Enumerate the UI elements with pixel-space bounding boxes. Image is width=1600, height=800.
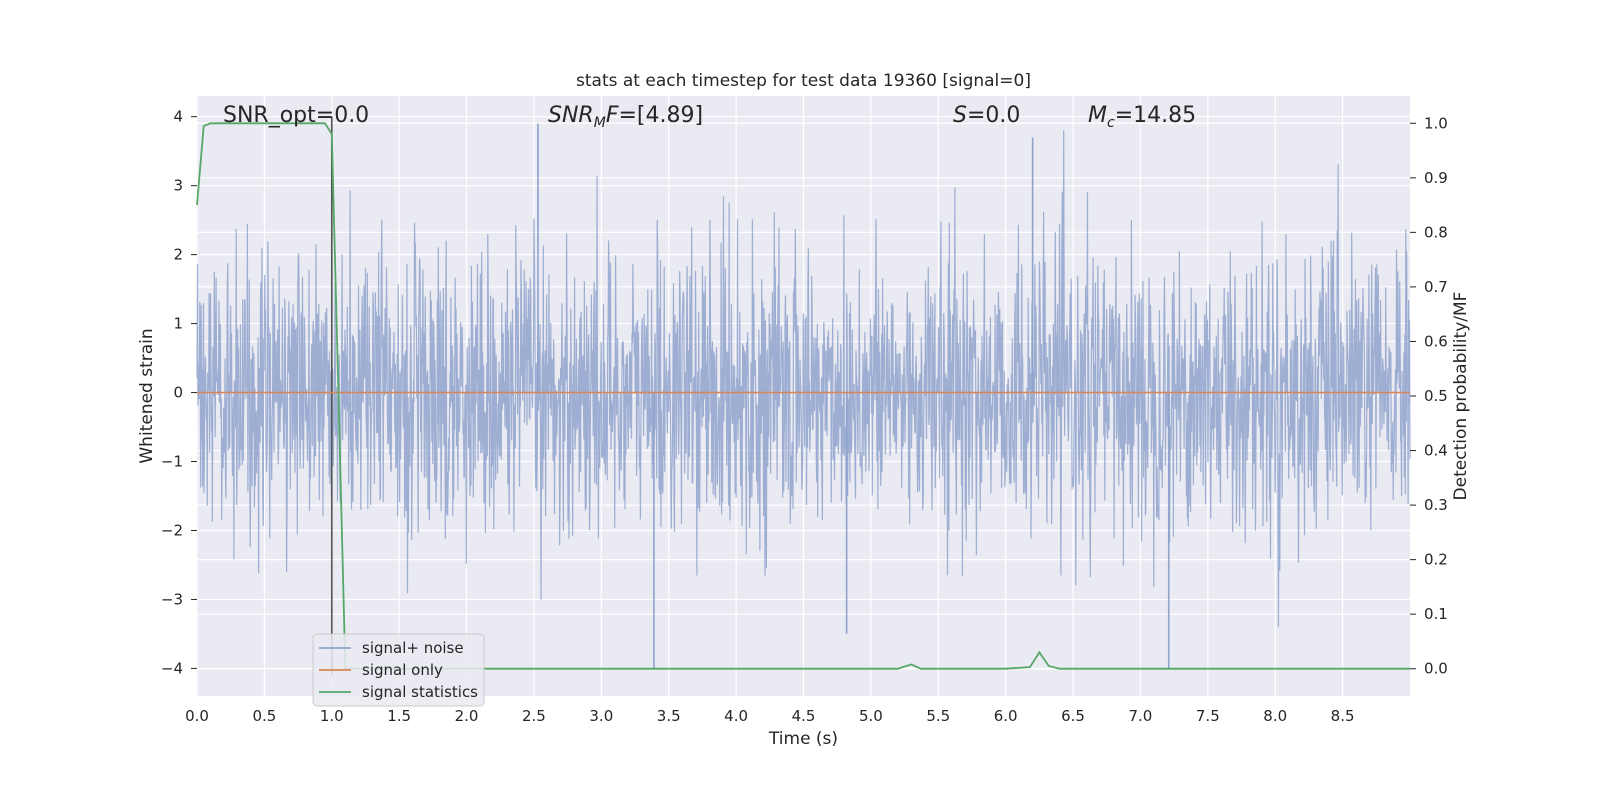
y2-tick-label: 0.3 (1424, 496, 1448, 514)
x-tick-label: 0.5 (252, 707, 276, 725)
x-tick-label: 2.0 (455, 707, 479, 725)
y2-tick-label: 0.1 (1424, 605, 1448, 623)
y2-tick-label: 0.6 (1424, 332, 1448, 350)
x-tick-label: 4.0 (724, 707, 748, 725)
x-tick-label: 4.5 (792, 707, 816, 725)
x-tick-label: 5.0 (859, 707, 883, 725)
y-tick-label: −3 (161, 590, 183, 608)
x-tick-label: 1.0 (320, 707, 344, 725)
annotation-snr-opt: SNR_opt=0.0 (223, 103, 369, 128)
y2-tick-label: 0.4 (1424, 442, 1448, 460)
annotation-s: S=0.0 (953, 103, 1020, 128)
y2-tick-label: 0.7 (1424, 278, 1448, 296)
annotations: SNR_opt=0.0 SNRMF=[4.89] S=0.0 Mc=14.85 (223, 103, 1196, 131)
y-tick-label: −4 (161, 659, 183, 677)
x-axis-label: Time (s) (768, 729, 838, 749)
legend-box (312, 633, 485, 707)
y-tick-label: 2 (173, 246, 183, 264)
x-tick-label: 5.5 (926, 707, 950, 725)
x-tick-label: 7.0 (1129, 707, 1153, 725)
y2-tick-label: 0.9 (1424, 169, 1448, 187)
x-tick-label: 3.0 (589, 707, 613, 725)
legend-label: signal only (362, 661, 443, 679)
y-axis-label: Whitened strain (137, 328, 157, 463)
x-tick-label: 8.5 (1331, 707, 1355, 725)
chart-title: stats at each timestep for test data 193… (576, 71, 1031, 91)
x-tick-label: 3.5 (657, 707, 681, 725)
y2-axis-label: Detection probability/MF (1451, 292, 1471, 501)
y-tick-label: −1 (161, 453, 183, 471)
legend-label: signal+ noise (362, 639, 464, 657)
y2-tick-label: 0.0 (1424, 660, 1448, 678)
annotation-mc: Mc=14.85 (1088, 103, 1196, 131)
y2-tick-label: 0.5 (1424, 387, 1448, 405)
x-tick-label: 1.5 (387, 707, 411, 725)
y2-tick-label: 1.0 (1424, 114, 1448, 132)
y-tick-label: −2 (161, 521, 183, 539)
y-tick-label: 4 (173, 108, 183, 126)
y2-tick-label: 0.2 (1424, 551, 1448, 569)
y-tick-label: 0 (173, 384, 183, 402)
x-tick-label: 0.0 (185, 707, 209, 725)
x-tick-label: 2.5 (522, 707, 546, 725)
x-tick-label: 6.5 (1061, 707, 1085, 725)
x-tick-label: 8.0 (1263, 707, 1287, 725)
y-tick-label: 1 (173, 315, 183, 333)
legend: signal+ noise signal only signal statistic… (312, 633, 485, 707)
legend-label: signal statistics (362, 683, 478, 701)
y-tick-label: 3 (173, 177, 183, 195)
x-tick-label: 7.5 (1196, 707, 1220, 725)
signal-noise-line (196, 130, 1411, 627)
y2-tick-label: 0.8 (1424, 223, 1448, 241)
x-tick-label: 6.0 (994, 707, 1018, 725)
axes: 0.0 0.5 1.0 1.5 2.0 2.5 3.0 3.5 4.0 4.5 5.0 5.5 6.0 6… (161, 108, 1448, 725)
annotation-snr-mf: SNRMF=[4.89] (548, 103, 703, 131)
